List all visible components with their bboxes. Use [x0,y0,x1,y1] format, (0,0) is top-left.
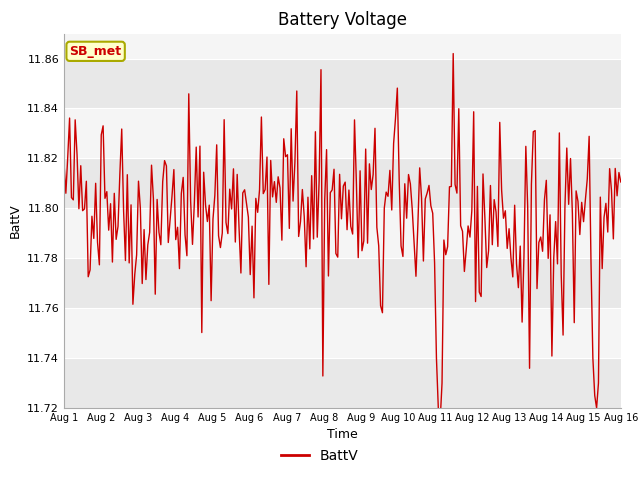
Bar [64,358,621,408]
Bar [64,34,621,59]
Bar [64,158,621,208]
Bar [64,258,621,308]
Bar [64,59,621,108]
Y-axis label: BattV: BattV [9,204,22,238]
Bar [64,208,621,258]
Text: SB_met: SB_met [70,45,122,58]
Title: Battery Voltage: Battery Voltage [278,11,407,29]
Legend: BattV: BattV [276,443,364,468]
X-axis label: Time: Time [327,429,358,442]
Bar [64,108,621,158]
Bar [64,308,621,358]
